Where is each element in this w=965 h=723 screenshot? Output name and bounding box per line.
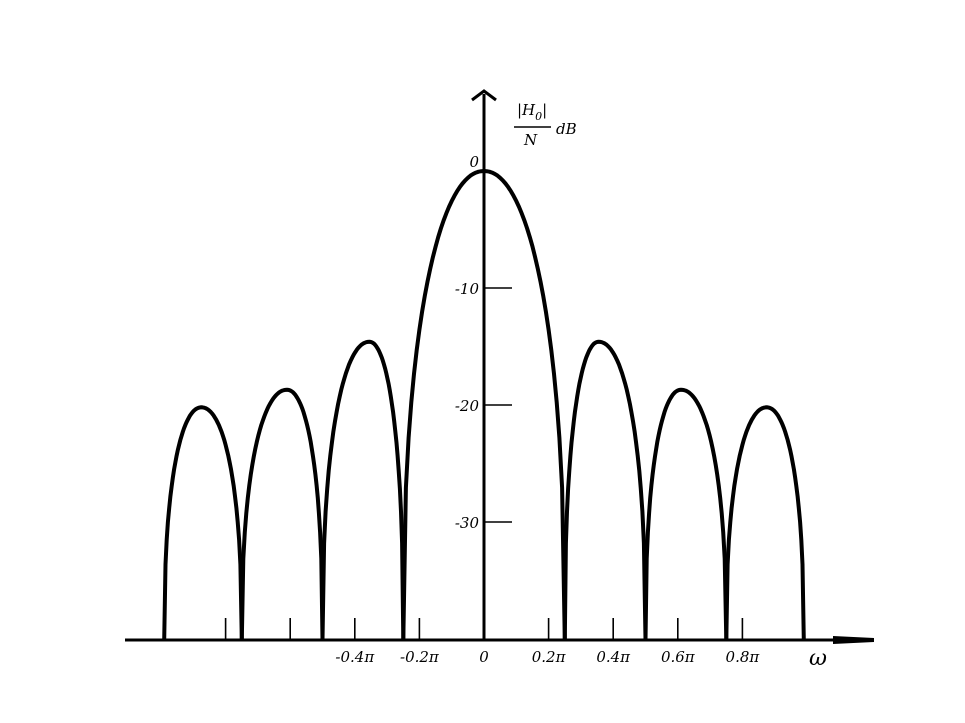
lobe-left-3 <box>162 405 244 641</box>
y-axis-title: |H0| N dB <box>514 101 577 149</box>
y-tick-label: -10 <box>455 280 480 298</box>
x-axis-title: ω <box>809 646 827 671</box>
lobe-right-3 <box>724 405 806 641</box>
x-tick-label: 0.4π <box>596 648 631 666</box>
y-tick-label: 0 <box>469 153 479 171</box>
tick-labels: -0.4π -0.2π 0 0.2π 0.4π 0.6π 0.8π 0 -10 -20 -30 <box>335 153 760 666</box>
y-title-numerator: |H0| <box>517 101 547 123</box>
lobe-main <box>401 169 567 641</box>
series <box>162 169 806 641</box>
lobe-left-2 <box>239 387 325 641</box>
ticks <box>224 287 744 640</box>
y-tick-label: -30 <box>455 514 480 532</box>
y-axis-arrow <box>471 89 497 102</box>
lobe-left-1 <box>320 339 406 641</box>
lobe-right-1 <box>562 339 648 641</box>
x-axis-arrow <box>833 636 874 644</box>
x-tick-label: 0 <box>479 648 489 666</box>
x-tick-label: -0.4π <box>335 648 375 666</box>
x-tick-label: -0.2π <box>400 648 440 666</box>
x-tick-label: 0.6π <box>661 648 696 666</box>
x-tick-label: 0.2π <box>532 648 567 666</box>
y-tick-label: -20 <box>455 397 480 415</box>
y-title-unit: dB <box>556 120 577 138</box>
lobe-right-2 <box>643 387 729 641</box>
x-tick-label: 0.8π <box>726 648 761 666</box>
y-title-denominator: N <box>523 131 538 149</box>
